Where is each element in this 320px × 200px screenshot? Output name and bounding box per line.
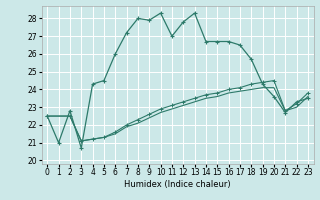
- X-axis label: Humidex (Indice chaleur): Humidex (Indice chaleur): [124, 180, 231, 189]
